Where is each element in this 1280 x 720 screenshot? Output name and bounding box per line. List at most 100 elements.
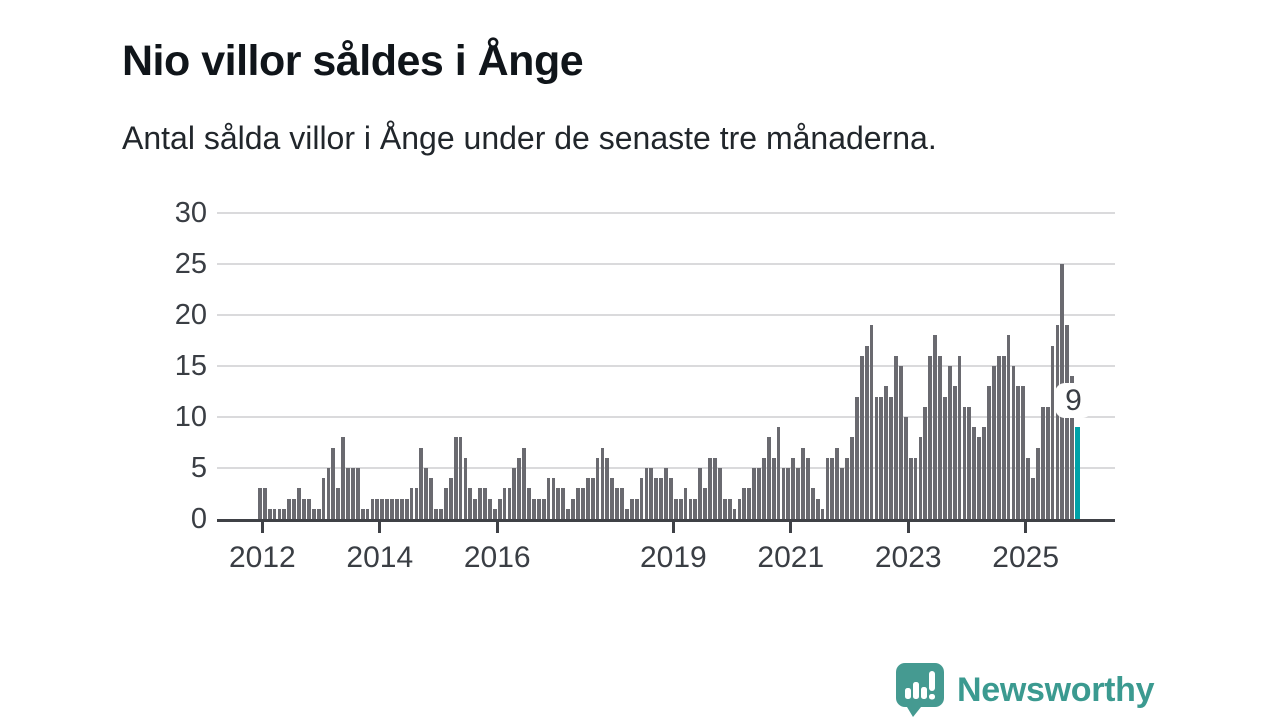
x-tick [495,522,499,533]
bar [913,457,918,519]
bar [717,468,722,519]
bar [634,498,639,519]
bar [962,406,967,519]
bar [590,478,595,519]
bar [350,468,355,519]
bar [512,468,517,519]
bar [399,498,404,519]
bar [967,406,972,519]
bar [439,508,443,519]
bar [580,488,585,519]
bar [761,457,766,519]
bar [316,508,321,519]
chart-title: Nio villor såldes i Ånge [122,36,584,85]
bar [840,468,845,519]
bar [443,488,448,519]
bar [624,508,629,519]
x-tick-label: 2019 [639,541,707,574]
y-tick-label: 20 [174,299,207,331]
bar [551,478,556,519]
bar [272,508,277,519]
bar [468,488,473,519]
bar [722,498,727,519]
bar [801,447,805,519]
bar [326,468,331,519]
gridline [217,212,1115,214]
bar [693,498,698,519]
x-tick [260,522,264,533]
bar [884,386,889,519]
bar [874,396,879,519]
bar [815,498,820,519]
bar [336,488,341,519]
bar [835,447,840,519]
bar [341,437,345,519]
x-tick-label: 2012 [228,541,296,574]
bar [845,457,849,519]
bar [649,468,654,519]
bar [385,498,389,519]
bar [463,457,468,519]
bar [1040,406,1045,519]
bar [1035,447,1040,519]
bar [458,437,463,519]
bar [952,386,957,519]
brand-footer: Newsworthy [895,662,1155,717]
bar [360,508,365,519]
bar [478,488,482,519]
bar [522,447,527,519]
bar [771,457,776,519]
bar [541,498,546,519]
bar [830,457,835,519]
y-tick-label: 5 [190,452,207,484]
bar [585,478,590,519]
x-tick [906,522,910,533]
y-tick-label: 25 [174,248,207,280]
bar [497,498,502,519]
bar [1031,478,1035,519]
bar [947,366,952,519]
bar [727,498,732,519]
bar [566,508,571,519]
bar [532,498,536,519]
bar [713,457,717,519]
bar [267,508,272,519]
bar [365,508,370,519]
bar [346,468,350,519]
brand-name: Newsworthy [957,671,1155,709]
bar [854,396,859,519]
bar [375,498,380,519]
bar [414,488,419,519]
bar [972,427,977,519]
bar [487,498,492,519]
bar [1026,457,1030,519]
bar [610,478,615,519]
bar [595,457,600,519]
x-tick-label: 2014 [346,541,414,574]
bar [297,488,301,519]
bar [659,478,664,519]
bar [507,488,512,519]
chart: Nio villor såldes i Ånge Antal sålda vil… [122,36,1115,574]
bar [287,498,292,519]
bar [991,366,996,519]
y-tick-label: 30 [174,197,207,229]
plot-area: 9 [217,212,1115,522]
bar [448,478,453,519]
bar [903,417,908,519]
bar [732,508,737,519]
chart-subtitle: Antal sålda villor i Ånge under de senas… [122,120,937,156]
bar [791,457,796,519]
gridline [217,365,1115,367]
bar [859,355,864,519]
bar [576,488,580,519]
bar [898,366,903,519]
bar [869,325,874,519]
bar [453,437,458,519]
x-tick [1024,522,1028,533]
bar [781,468,786,519]
bar [390,498,394,519]
bar [1070,376,1075,519]
bar [292,498,297,519]
bar [757,468,761,519]
